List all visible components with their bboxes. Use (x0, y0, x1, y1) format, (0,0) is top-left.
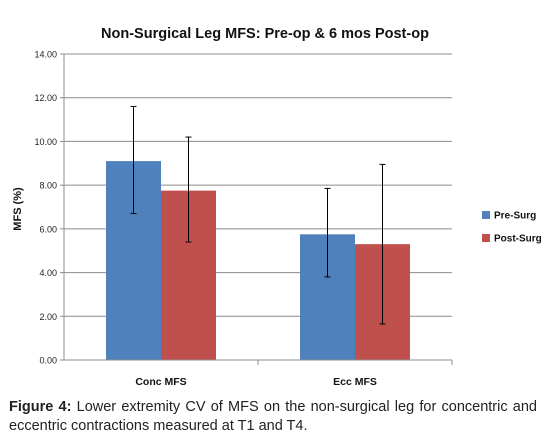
bar-chart: Non-Surgical Leg MFS: Pre-op & 6 mos Pos… (12, 26, 542, 388)
legend-swatch (482, 234, 490, 242)
y-tick-label: 6.00 (39, 224, 57, 234)
legend-label: Post-Surg (494, 234, 542, 245)
caption-text: Lower extremity CV of MFS on the non-sur… (9, 399, 537, 434)
chart-title: Non-Surgical Leg MFS: Pre-op & 6 mos Pos… (101, 26, 429, 42)
legend-swatch (482, 211, 490, 219)
y-tick-label: 8.00 (39, 181, 57, 191)
x-tick-label: Ecc MFS (333, 376, 377, 388)
y-axis-label: MFS (%) (12, 187, 24, 231)
y-tick-label: 10.00 (34, 137, 57, 147)
caption-label: Figure 4: (9, 399, 72, 415)
legend-label: Pre-Surg (494, 211, 536, 222)
chart-area: Non-Surgical Leg MFS: Pre-op & 6 mos Pos… (12, 26, 542, 388)
y-tick-label: 0.00 (39, 356, 57, 366)
y-tick-label: 4.00 (39, 268, 57, 278)
figure-caption: Figure 4: Lower extremity CV of MFS on t… (9, 398, 537, 436)
y-tick-label: 12.00 (34, 93, 57, 103)
y-tick-label: 14.00 (34, 50, 57, 60)
y-tick-label: 2.00 (39, 312, 57, 322)
x-tick-label: Conc MFS (135, 376, 186, 388)
